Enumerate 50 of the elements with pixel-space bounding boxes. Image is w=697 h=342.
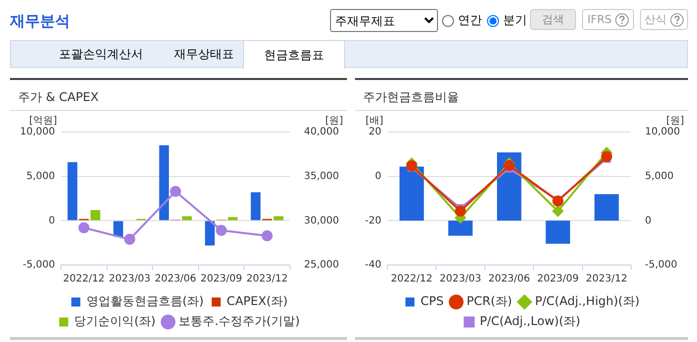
legend-label: PCR(좌) bbox=[466, 294, 512, 308]
y-tick-label: -40 bbox=[364, 260, 382, 271]
y-tick-label: -20 bbox=[364, 215, 382, 226]
x-tick-label: 2023/06 bbox=[488, 274, 530, 285]
y-axis-title: [억원] bbox=[29, 116, 58, 127]
y2-tick-label: 35,000 bbox=[304, 170, 340, 182]
text: 주재무제표 bbox=[330, 9, 438, 32]
x-tick-label: 2023/12 bbox=[586, 274, 628, 285]
legend-label: CPS bbox=[420, 294, 444, 308]
text: 산식 bbox=[640, 9, 688, 30]
y-tick-label: 0 bbox=[48, 215, 55, 226]
legend-label: 당기순이익(좌) bbox=[74, 314, 156, 328]
y2-tick-label: 30,000 bbox=[304, 215, 340, 226]
y-tick-label: 20 bbox=[368, 126, 382, 138]
text: 현금흐름표 bbox=[243, 40, 345, 69]
x-tick-label: 2022/12 bbox=[390, 274, 432, 285]
y2-axis-title: [원] bbox=[325, 116, 344, 127]
text: 검색 bbox=[530, 9, 576, 30]
chart-title: 주가현금흐름비율 bbox=[363, 89, 459, 106]
y-tick-label: -5,000 bbox=[22, 260, 55, 271]
x-tick-label: 2023/06 bbox=[154, 274, 196, 285]
text: 포괄손익계산서 bbox=[58, 46, 144, 63]
y2-tick-label: 10,000 bbox=[645, 126, 680, 138]
legend-label: P/C(Adj.,High)(좌) bbox=[535, 294, 640, 308]
legend-label: 보통주.수정주가(기말) bbox=[178, 314, 300, 328]
y-tick-label: 10,000 bbox=[20, 126, 55, 138]
text: 재무상태표 bbox=[173, 46, 235, 63]
y2-tick-label: -5,000 bbox=[645, 260, 678, 271]
x-tick-label: 2022/12 bbox=[63, 274, 105, 285]
y-axis-title: [배] bbox=[366, 116, 384, 127]
text: IFRS bbox=[582, 9, 634, 30]
text: 분기 bbox=[502, 12, 527, 29]
y-tick-label: 0 bbox=[374, 170, 382, 182]
y-tick-label: 5,000 bbox=[26, 170, 55, 182]
chart-title: 주가 & CAPEX bbox=[18, 89, 99, 106]
y2-tick-label: 0 bbox=[645, 215, 652, 226]
legend-label: 영업활동현금흐름(좌) bbox=[86, 294, 204, 308]
x-tick-label: 2023/09 bbox=[537, 274, 579, 285]
y2-tick-label: 5,000 bbox=[645, 170, 674, 182]
x-tick-label: 2023/12 bbox=[246, 274, 288, 285]
y2-tick-label: 25,000 bbox=[304, 260, 340, 271]
legend-label: CAPEX(좌) bbox=[226, 294, 288, 308]
x-tick-label: 2023/09 bbox=[200, 274, 242, 285]
y2-tick-label: 40,000 bbox=[304, 126, 340, 138]
text: 재무분석 bbox=[10, 12, 70, 31]
text: 연간 bbox=[457, 12, 482, 29]
legend-label: P/C(Adj.,Low)(좌) bbox=[480, 314, 580, 328]
x-tick-label: 2023/03 bbox=[108, 274, 150, 285]
y2-axis-title: [원] bbox=[666, 116, 684, 127]
x-tick-label: 2023/03 bbox=[440, 274, 482, 285]
